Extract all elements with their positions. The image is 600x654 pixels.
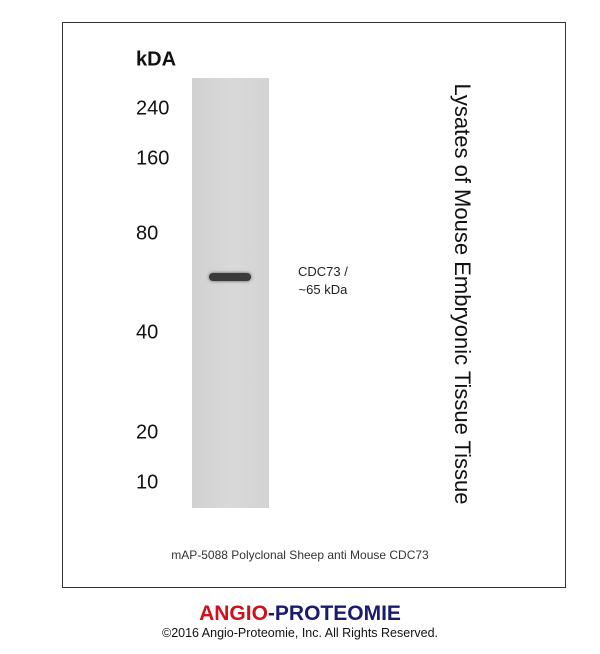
blot-lane <box>192 78 269 508</box>
copyright: ©2016 Angio-Proteomie, Inc. All Rights R… <box>161 626 439 640</box>
marker-40: 40 <box>136 321 159 344</box>
band-label: CDC73 / ~65 kDa <box>298 263 348 299</box>
band-label-line2: ~65 kDa <box>298 282 348 297</box>
band-label-line1: CDC73 / <box>298 264 348 279</box>
brand-part2: PROTEOMIE <box>274 602 401 625</box>
protein-band <box>209 273 251 281</box>
marker-240: 240 <box>136 97 170 120</box>
marker-10: 10 <box>136 471 159 494</box>
figure-frame <box>62 22 566 588</box>
brand-part1: ANGIO <box>199 602 268 625</box>
marker-160: 160 <box>136 147 170 170</box>
marker-20: 20 <box>136 421 159 444</box>
caption: mAP-5088 Polyclonal Sheep anti Mouse CDC… <box>171 548 429 562</box>
brand-sep: - <box>267 602 275 625</box>
unit-label: kDA <box>136 48 177 71</box>
brand-logo: ANGIO-PROTEOMIE <box>0 602 600 626</box>
marker-80: 80 <box>136 222 159 245</box>
sample-label: Lysates of Mouse Embryonic Tissue Tissue <box>450 83 475 505</box>
